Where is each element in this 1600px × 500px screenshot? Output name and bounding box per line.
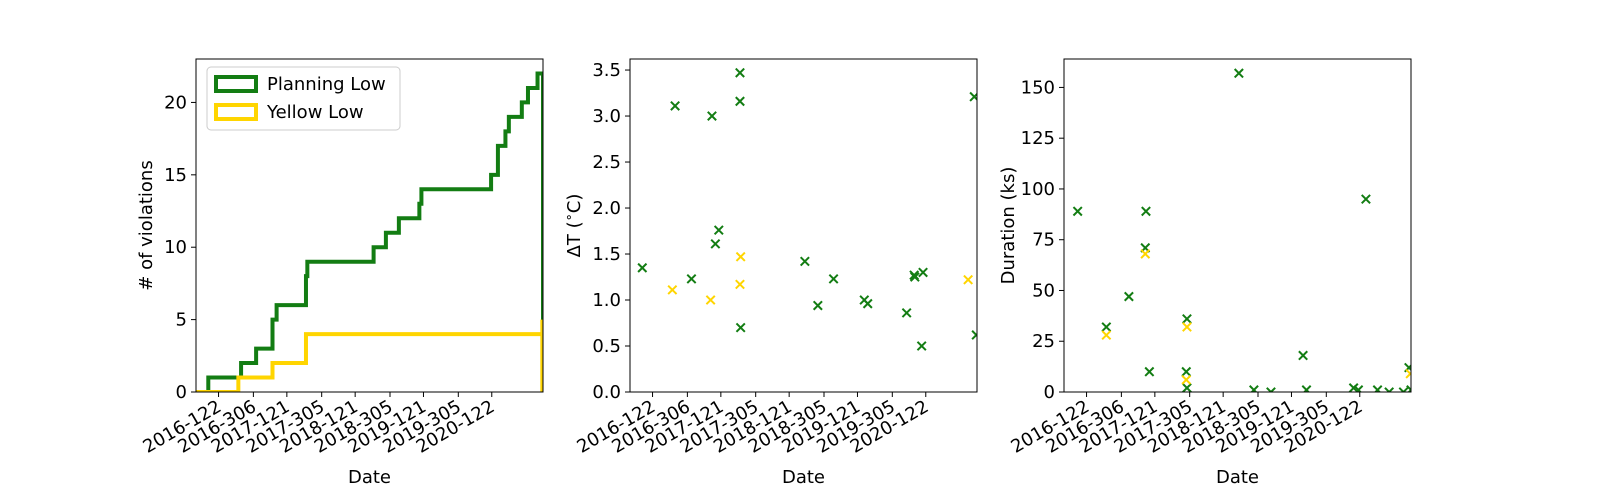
y-axis-label: Duration (ks) <box>998 167 1019 285</box>
data-point <box>1398 387 1409 392</box>
data-point <box>1181 366 1192 377</box>
duration-scatter-chart: 02550751001251502016-1222016-3062017-121… <box>998 58 1412 488</box>
data-point <box>799 256 810 267</box>
y-tick-label: 15 <box>164 165 187 186</box>
y-tick-label: 25 <box>1032 331 1055 352</box>
data-point <box>963 274 974 285</box>
y-tick-label: 20 <box>164 92 187 113</box>
data-point <box>1182 383 1192 392</box>
data-point <box>909 272 920 282</box>
data-point <box>916 341 927 351</box>
plot-area <box>1072 68 1411 392</box>
delta-t-scatter-chart: 0.00.51.01.52.02.53.03.52016-1222016-306… <box>562 58 978 488</box>
data-point <box>705 295 716 305</box>
y-tick-label: 5 <box>176 310 187 331</box>
data-point <box>1141 206 1151 217</box>
data-point <box>1361 194 1371 205</box>
x-axis-label: Date <box>1216 467 1259 488</box>
axes-frame <box>1063 58 1412 393</box>
y-tick-label: 150 <box>1021 77 1055 98</box>
y-tick-label: 100 <box>1021 179 1055 200</box>
data-point <box>1233 68 1244 79</box>
data-point <box>637 262 648 273</box>
legend-swatch <box>214 103 258 121</box>
y-tick-label: 0 <box>176 382 187 403</box>
data-point <box>971 330 977 340</box>
data-point <box>969 91 977 102</box>
y-tick-label: 125 <box>1021 128 1055 149</box>
data-point <box>1301 385 1312 392</box>
x-axis-label: Date <box>348 467 391 488</box>
y-tick-label: 0.5 <box>592 336 621 357</box>
data-point <box>1182 322 1192 332</box>
data-point <box>735 96 745 107</box>
data-point <box>735 279 745 290</box>
plot-area <box>196 71 543 392</box>
y-tick-label: 50 <box>1032 280 1055 301</box>
data-point <box>1072 206 1083 217</box>
y-tick-label: 1.0 <box>592 290 621 311</box>
data-point <box>1144 366 1155 377</box>
data-point <box>918 267 928 278</box>
data-point <box>1140 249 1151 259</box>
series-line-1 <box>196 319 543 392</box>
data-point <box>1405 368 1411 379</box>
data-point <box>1123 291 1134 302</box>
data-point <box>710 238 721 249</box>
axes-frame <box>195 58 544 393</box>
legend-swatch <box>214 75 258 93</box>
y-tick-label: 1.5 <box>592 244 621 265</box>
y-tick-label: 75 <box>1032 230 1055 251</box>
data-point <box>1298 350 1308 361</box>
data-point <box>686 273 697 284</box>
y-tick-label: 2.5 <box>592 152 621 173</box>
data-point <box>1101 330 1112 341</box>
axes-frame <box>629 58 978 393</box>
data-point <box>1384 387 1395 392</box>
y-axis-label: ΔT (∘C) <box>562 194 586 258</box>
series-line-0 <box>196 71 543 392</box>
x-axis-label: Date <box>782 467 825 488</box>
data-point <box>735 322 746 333</box>
data-point <box>1248 385 1259 392</box>
data-point <box>713 225 724 236</box>
legend-entry: Planning Low <box>267 74 386 95</box>
data-point <box>1406 385 1411 392</box>
data-point <box>862 298 873 309</box>
data-point <box>735 251 746 262</box>
data-point <box>1101 322 1112 332</box>
data-point <box>1182 313 1192 324</box>
legend: Planning Low Yellow Low <box>206 66 401 131</box>
violations-count-chart: 051015202016-1222016-3062017-1212017-305… <box>136 58 544 488</box>
data-point <box>670 101 680 111</box>
data-point <box>812 300 823 311</box>
data-point <box>901 307 912 318</box>
data-point <box>1181 374 1192 385</box>
data-point <box>1266 387 1276 392</box>
y-tick-label: 10 <box>164 237 187 258</box>
data-point <box>735 67 745 78</box>
y-tick-label: 0 <box>1044 382 1055 403</box>
y-tick-label: 2.0 <box>592 198 621 219</box>
y-tick-label: 3.0 <box>592 106 621 127</box>
y-axis-label: # of violations <box>136 160 157 290</box>
data-point <box>707 111 717 121</box>
data-point <box>1353 385 1364 392</box>
data-point <box>828 273 839 284</box>
y-tick-label: 3.5 <box>592 60 621 81</box>
data-point <box>1372 385 1383 392</box>
y-tick-label: 0.0 <box>592 382 621 403</box>
legend-entry: Yellow Low <box>266 102 364 123</box>
data-point <box>667 284 678 295</box>
plot-area <box>637 67 977 351</box>
